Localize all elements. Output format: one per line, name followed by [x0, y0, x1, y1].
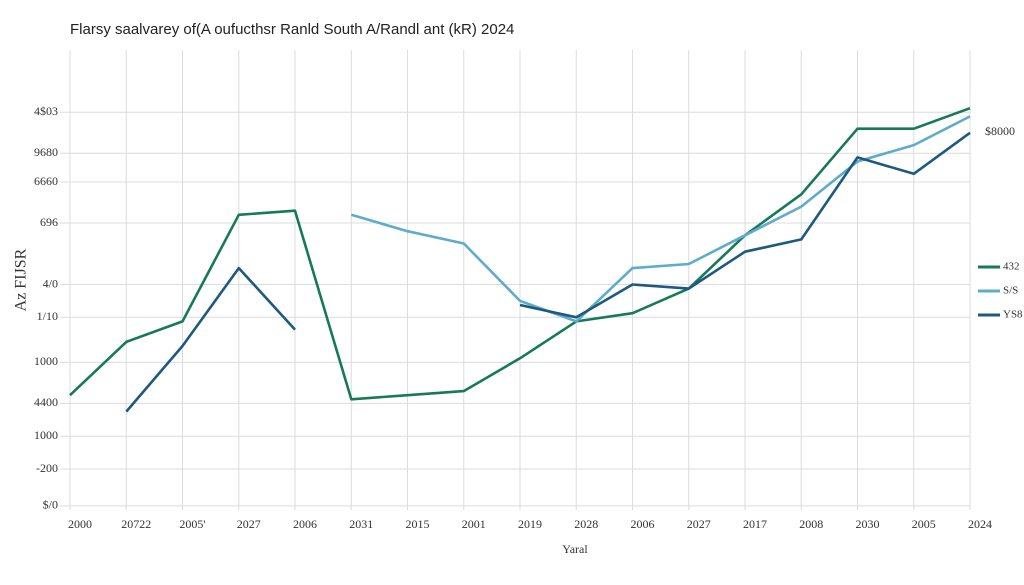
- x-tick-label: 2006: [293, 517, 317, 531]
- x-tick-label: 2017: [743, 517, 767, 531]
- y-axis-label: Az FIJSR: [13, 248, 30, 311]
- annotation: $8000: [985, 124, 1015, 138]
- legend-label: S/S: [1003, 285, 1018, 297]
- y-tick-label: $/0: [43, 498, 58, 512]
- x-tick-label: 2030: [856, 517, 880, 531]
- chart-title: Flarsy saalvarey of(A oufucthsr Ranld So…: [70, 21, 514, 38]
- legend-label: YS8: [1003, 309, 1023, 321]
- y-tick-label: 1/10: [37, 309, 58, 323]
- series-line: [69, 106, 971, 401]
- x-tick-label: 2008: [799, 517, 823, 531]
- y-tick-label: 6660: [34, 174, 58, 188]
- x-tick-label: 2027: [687, 517, 711, 531]
- y-tick-label: 9680: [34, 145, 58, 159]
- x-tick-label: 2005': [179, 517, 205, 531]
- y-tick-label: 1000: [34, 354, 58, 368]
- series-line: [125, 131, 971, 413]
- x-tick-label: 20722: [121, 517, 151, 531]
- y-tick-label: 1000: [34, 428, 58, 442]
- y-tick-label: -200: [36, 461, 58, 475]
- x-tick-label: 2000: [68, 517, 92, 531]
- legend-label: 432: [1003, 261, 1020, 273]
- x-tick-label: 2006: [631, 517, 655, 531]
- x-tick-label: 2028: [574, 517, 598, 531]
- x-tick-label: 2005: [912, 517, 936, 531]
- y-tick-label: 696: [40, 215, 58, 229]
- x-tick-label: 2019: [518, 517, 542, 531]
- x-tick-label: 2027: [237, 517, 261, 531]
- x-tick-label: 2031: [349, 517, 373, 531]
- x-axis-label: Yaral: [562, 542, 588, 556]
- x-tick-label: 2015: [406, 517, 430, 531]
- y-tick-label: 4/0: [43, 276, 58, 290]
- x-tick-label: 2024: [968, 517, 992, 531]
- series-line: [350, 115, 971, 323]
- y-tick-label: 4400: [34, 395, 58, 409]
- x-tick-label: 2001: [462, 517, 486, 531]
- y-tick-label: 4$03: [34, 104, 58, 118]
